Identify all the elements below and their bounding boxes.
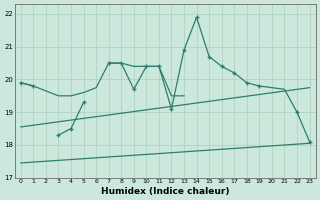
X-axis label: Humidex (Indice chaleur): Humidex (Indice chaleur) bbox=[101, 187, 229, 196]
